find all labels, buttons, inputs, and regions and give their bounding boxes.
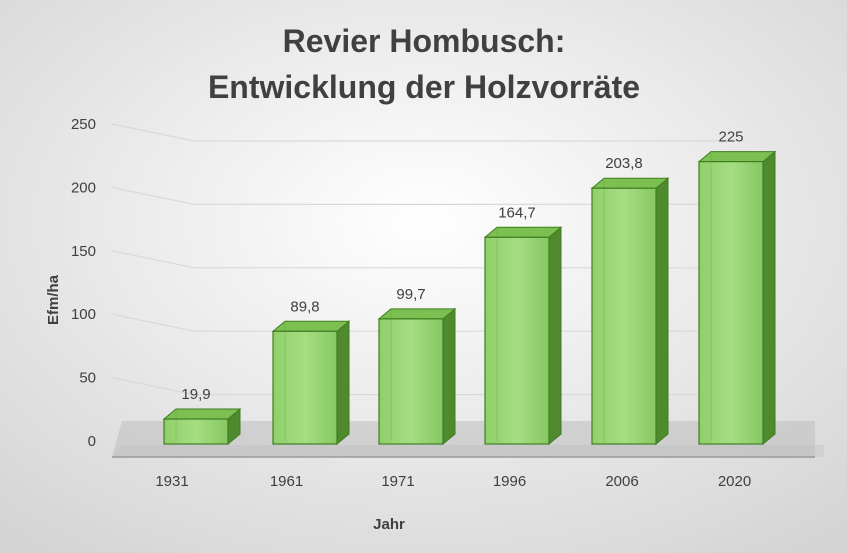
chart-title-line2: Entwicklung der Holzvorräte: [208, 69, 640, 105]
x-tick-label: 1996: [493, 473, 526, 490]
bar-front: [163, 418, 229, 445]
gridline: [111, 123, 744, 142]
label-layer: 0 50 100 150 200 250 19,9 1931 89,8 1961 99,7 1971 1…: [71, 116, 751, 490]
bar-top: [697, 151, 777, 163]
data-label: 19,9: [181, 386, 210, 403]
data-label: 203,8: [605, 155, 643, 172]
x-tick-label: 1971: [381, 473, 414, 490]
x-tick-label: 2006: [605, 473, 638, 490]
x-axis-title: Jahr: [373, 516, 405, 533]
x-tick-label: 1961: [270, 473, 303, 490]
data-label: 99,7: [396, 286, 425, 303]
y-tick-label: 250: [71, 116, 96, 133]
bar-front: [484, 236, 550, 445]
bar-front: [272, 330, 338, 445]
bar-top: [271, 320, 351, 332]
bar-front: [591, 187, 657, 445]
bar-1961: [271, 320, 351, 446]
bar-top: [377, 308, 457, 320]
bar-top: [162, 408, 242, 420]
y-axis-title: Efm/ha: [45, 274, 62, 325]
chart-title-line1: Revier Hombusch:: [283, 23, 566, 59]
gridline: [111, 186, 744, 205]
bar-layer: [162, 150, 777, 446]
data-label: 225: [718, 129, 743, 146]
bar-front: [698, 161, 764, 445]
bar-top: [590, 177, 670, 189]
bar-1931: [162, 407, 242, 446]
x-tick-label: 2020: [718, 473, 751, 490]
bar-1971: [377, 307, 457, 446]
y-tick-label: 50: [79, 370, 96, 387]
bar-front: [378, 318, 444, 445]
bar-side: [762, 150, 776, 446]
bar-top: [483, 226, 563, 238]
y-tick-label: 0: [88, 433, 96, 450]
bar-2006: [590, 177, 670, 446]
bar-2020: [697, 150, 777, 446]
bar-side: [655, 177, 669, 446]
bar-side: [336, 320, 350, 446]
data-label: 89,8: [290, 298, 319, 315]
bar-side: [548, 226, 562, 446]
bar-side: [442, 307, 456, 446]
x-tick-label: 1931: [155, 473, 188, 490]
bar-1996: [483, 226, 563, 446]
y-tick-label: 200: [71, 179, 96, 196]
data-label: 164,7: [498, 204, 536, 221]
y-tick-label: 100: [71, 306, 96, 323]
y-tick-label: 150: [71, 243, 96, 260]
